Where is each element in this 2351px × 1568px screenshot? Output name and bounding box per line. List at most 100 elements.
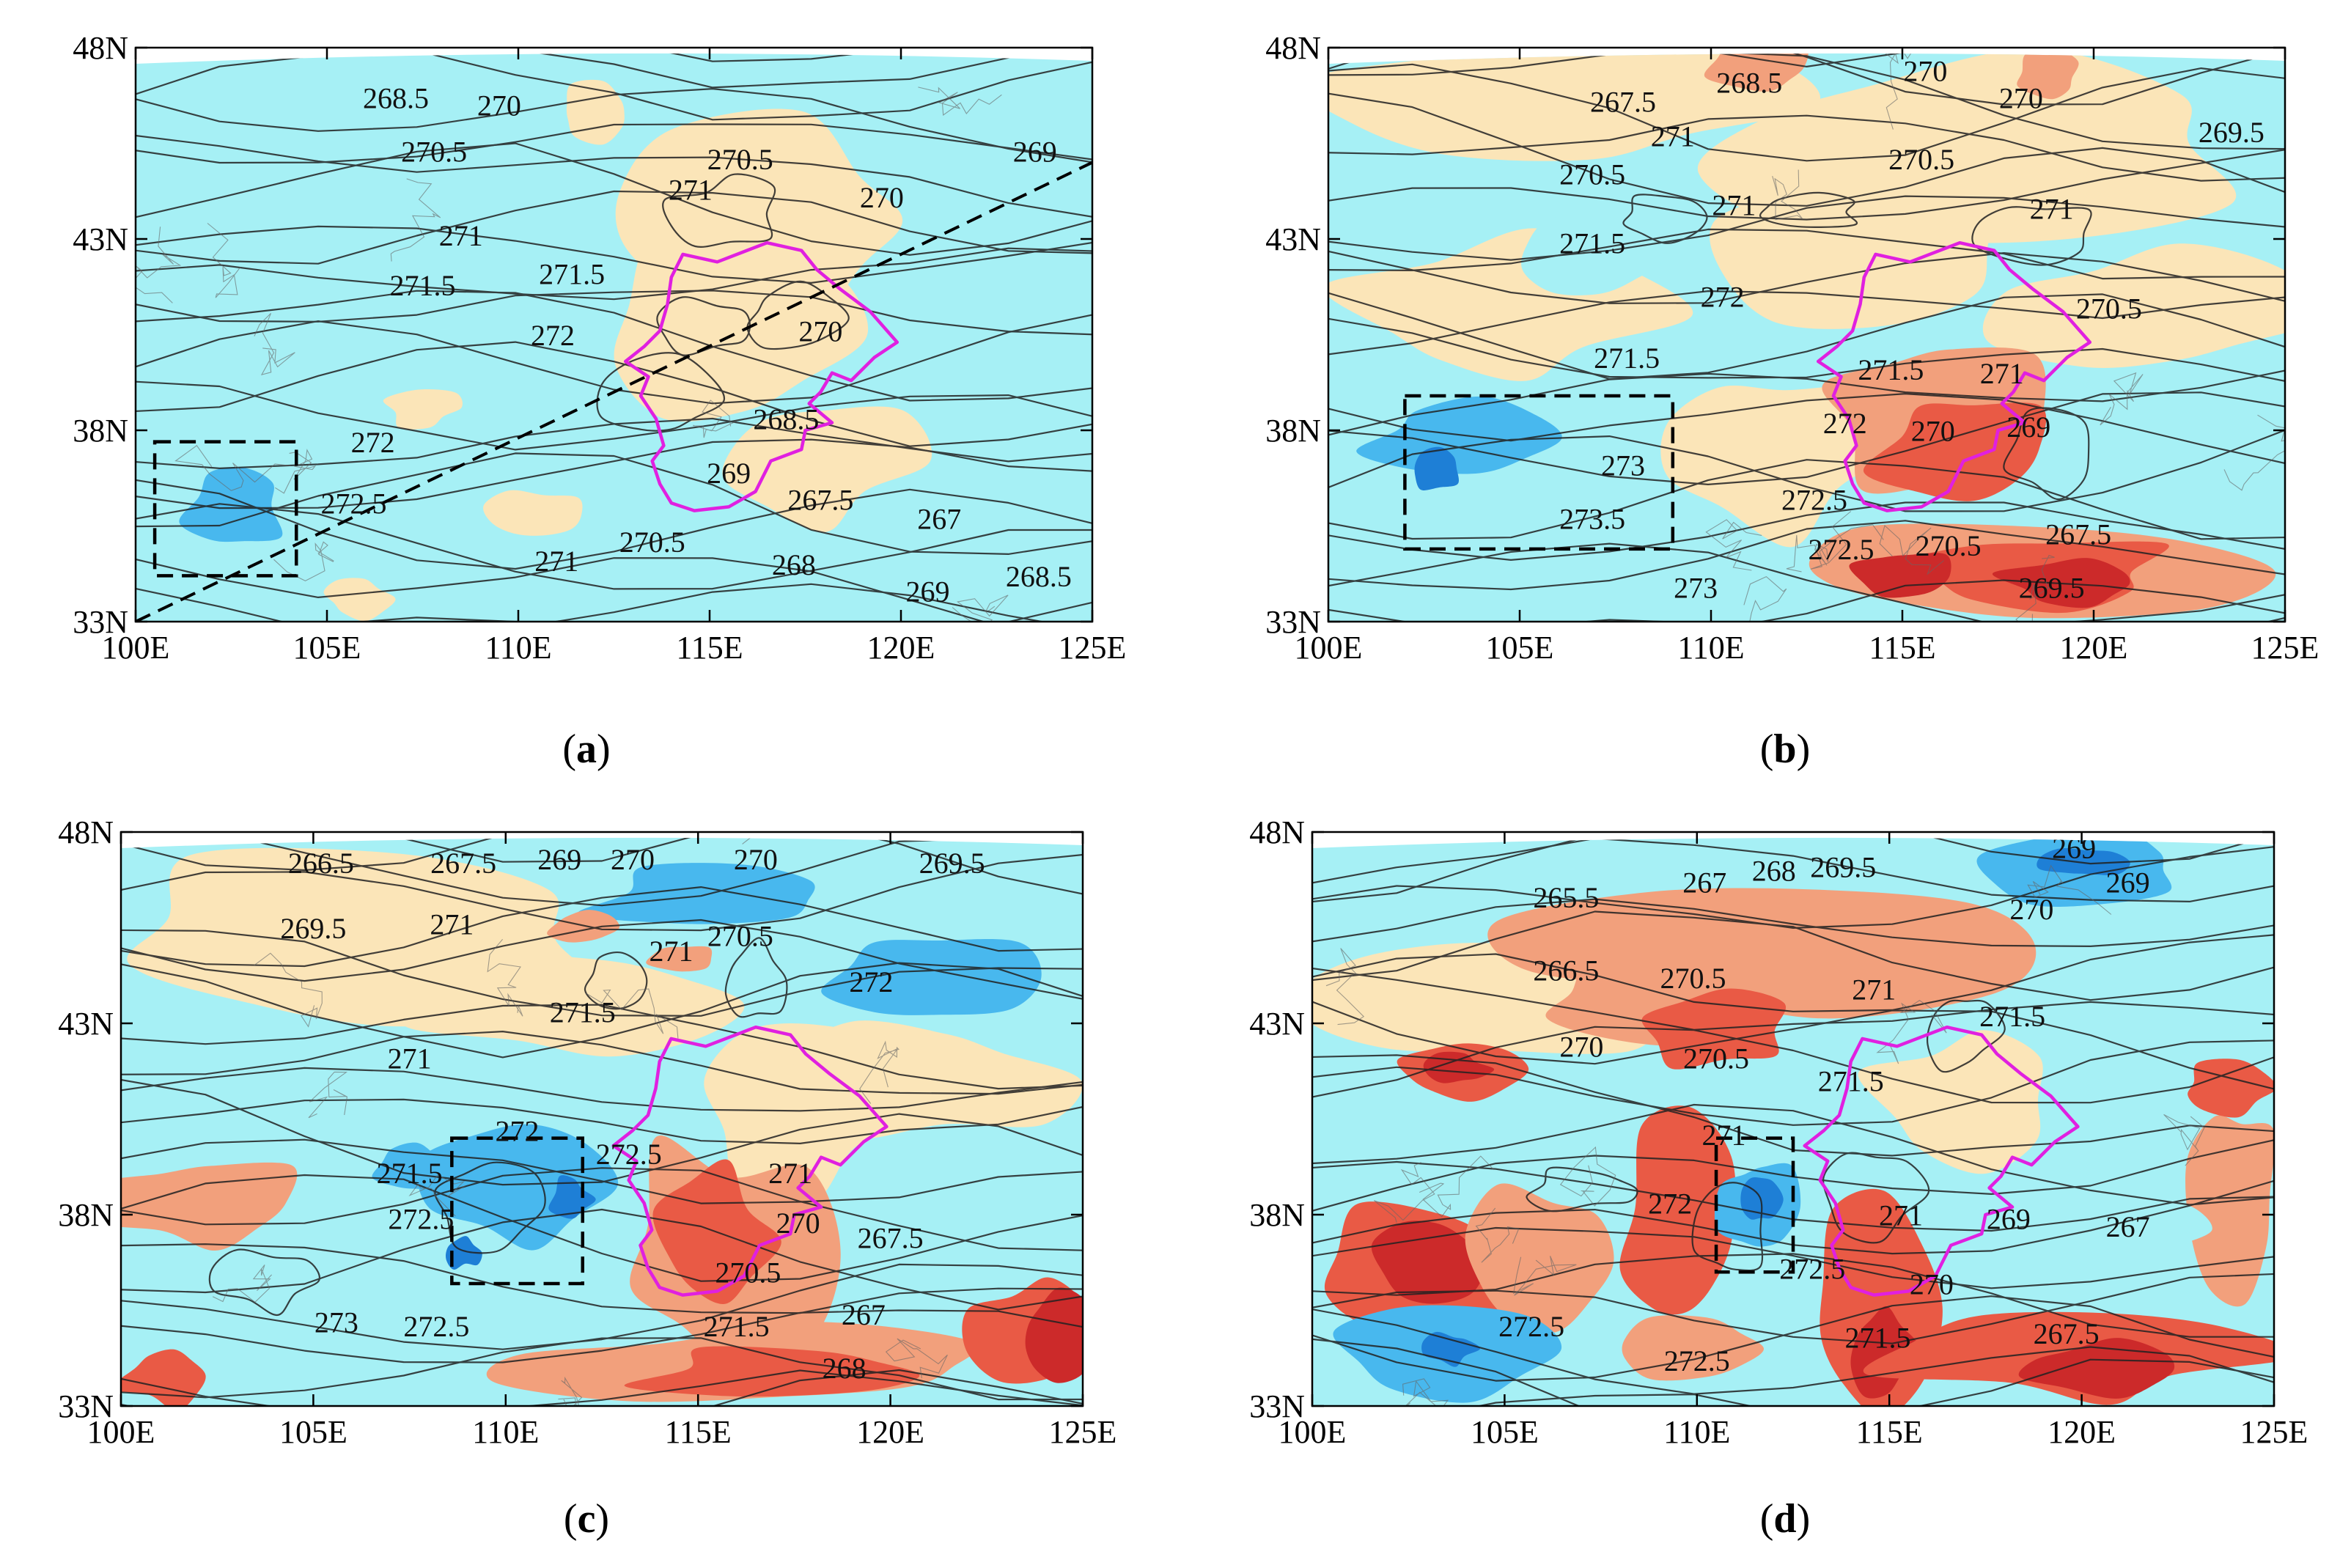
shading-mid_blue <box>416 1124 619 1251</box>
lat-tick-label: 48N <box>1249 814 1305 850</box>
panel-b: 268.5 270 270 267.5 269.5 271 270.5 270.5 271 271… <box>1173 0 2351 784</box>
contour-line <box>136 290 1092 336</box>
panel-d: 269 269 269.5 268 267 265.5 270 266.5 270.5 271 27… <box>1173 784 2351 1568</box>
contour-line <box>136 583 1092 622</box>
hebei-boundary <box>1816 240 2092 512</box>
contour-line <box>136 247 1092 301</box>
contour-label: 272.5 <box>1779 1252 1845 1285</box>
contour-label: 268 <box>1752 855 1796 888</box>
contour-label: 272 <box>1648 1188 1692 1221</box>
contour-label: 270 <box>860 181 904 214</box>
study-region-box <box>152 440 298 578</box>
shading-dark_blue <box>1414 446 1460 490</box>
contour-label: 271 <box>1712 188 1756 221</box>
lon-tick-label: 110E <box>472 1414 539 1450</box>
contour-label: 272 <box>351 426 395 459</box>
contour-label: 269.5 <box>1810 850 1876 883</box>
contour-line <box>1312 932 2274 1012</box>
map-frame <box>1327 46 2286 623</box>
contour-line <box>121 1243 1083 1314</box>
contour-line <box>1328 247 2285 306</box>
lon-tick-label: 120E <box>856 1414 924 1450</box>
shading-cream <box>323 578 396 622</box>
contour-label: 271.5 <box>539 257 605 290</box>
shading-light_red <box>121 1162 298 1251</box>
contour-line <box>1328 459 2285 540</box>
panel-a: 268.5 270 270.5 270.5 271 271 270 269 271.5 271.5… <box>0 0 1173 784</box>
lat-tick-label: 38N <box>1249 1197 1305 1233</box>
contour-label: 270.5 <box>707 143 773 176</box>
lon-tick-label: 125E <box>2240 1414 2308 1450</box>
shading-dark_red <box>1849 553 1951 598</box>
contour-label: 267.5 <box>1590 85 1656 118</box>
contour-label: 273 <box>1674 571 1718 604</box>
contour-label: 269 <box>906 575 950 608</box>
contour-label: 271 <box>1651 119 1695 152</box>
contour-line <box>1312 898 2274 947</box>
shading-dark_blue <box>446 1236 482 1270</box>
contour-label: 267 <box>1682 866 1726 899</box>
contour-label: 271.5 <box>1858 353 1924 386</box>
map-plot-area: 269 269 269.5 268 267 265.5 270 266.5 270.5 271 27… <box>1312 837 2274 1406</box>
contour-closed <box>656 296 751 356</box>
shading-cream <box>483 490 583 536</box>
caption-c: (c) <box>563 1496 610 1542</box>
contour-line <box>1328 520 2285 591</box>
contour-line <box>136 438 1092 509</box>
study-region-box <box>450 1136 585 1286</box>
contour-label: 271.5 <box>550 996 616 1029</box>
lat-tick-label: 48N <box>73 30 128 66</box>
contour-label: 271 <box>439 219 483 252</box>
contour-line <box>1314 0 2300 42</box>
shading-mid_blue <box>578 863 815 924</box>
shading-cream <box>1858 1030 2043 1174</box>
shading-light_red <box>1622 1315 1765 1381</box>
contour-line <box>1312 1026 2274 1104</box>
shading-cream <box>383 389 463 430</box>
contour-line <box>136 555 1092 622</box>
contour-label: 272 <box>1823 407 1867 440</box>
contour-line <box>121 0 1107 37</box>
contour-line <box>136 53 1092 62</box>
lat-tick-label: 38N <box>73 413 128 449</box>
panel-c: 266.5 267.5 269 270 270 269.5 269.5 271 271 270.5… <box>0 784 1173 1568</box>
contour-label: 273 <box>1601 449 1645 482</box>
contour-line <box>1328 424 2285 512</box>
shading-cream <box>403 955 745 1057</box>
contour-line <box>121 852 1083 932</box>
shading-dark_red <box>1423 1051 1495 1083</box>
contour-line <box>136 190 1092 265</box>
contour-label: 271 <box>768 1157 812 1190</box>
contour-closed <box>1971 206 2092 266</box>
contour-line <box>136 341 1092 447</box>
study-region-box <box>1403 394 1675 551</box>
contour-line <box>121 1004 1083 1090</box>
study-region-box <box>1714 1136 1795 1274</box>
map-plot-area: 266.5 267.5 269 270 270 269.5 269.5 271 271 270.5… <box>121 837 1083 1406</box>
contour-line <box>121 886 1083 968</box>
contour-line <box>121 1031 1083 1095</box>
map-d: 269 269 269.5 268 267 265.5 270 266.5 270.5 271 27… <box>1249 814 2308 1450</box>
contour-line <box>1312 837 2274 842</box>
contour-label: 270 <box>1911 414 1955 447</box>
contour-label: 272.5 <box>1781 483 1847 516</box>
contour-line <box>1328 228 2285 280</box>
contour-line <box>1312 1103 2274 1206</box>
lat-tick-label: 33N <box>1265 604 1321 640</box>
contour-label: 269.5 <box>2199 116 2264 149</box>
lon-tick-label: 100E <box>1278 1414 1347 1450</box>
shading-dark_red <box>1025 1287 1083 1383</box>
contour-line <box>136 290 1092 402</box>
shading-light_blue <box>2039 452 2197 520</box>
province-borders <box>212 837 948 1406</box>
contour-label: 266.5 <box>1533 954 1599 987</box>
contour-line <box>1312 1336 2274 1406</box>
lon-tick-label: 120E <box>2048 1414 2116 1450</box>
contour-line <box>136 88 1092 166</box>
shading-light_red <box>1704 53 1809 92</box>
lon-tick-label: 100E <box>1295 630 1363 666</box>
shading-red <box>624 1346 920 1397</box>
contour-label: 270.5 <box>619 526 685 559</box>
contour-line <box>136 503 1092 590</box>
